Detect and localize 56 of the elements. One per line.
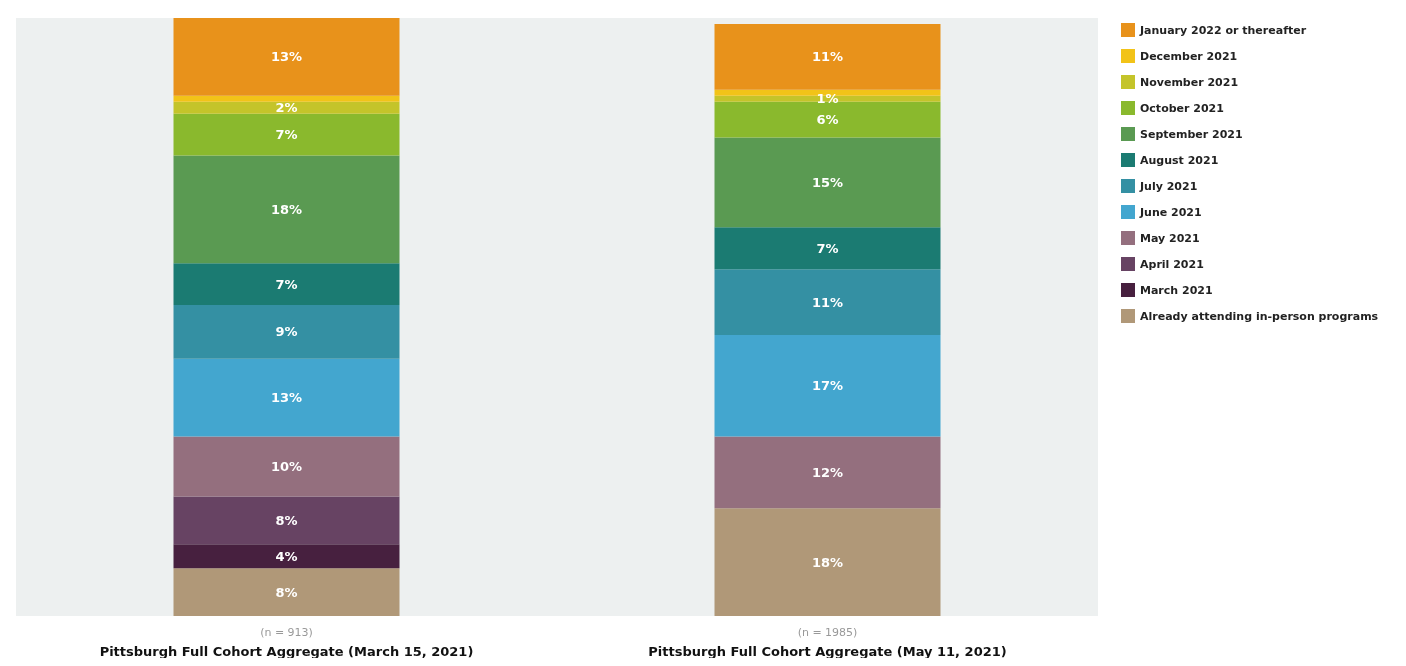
data-label: 7%	[275, 127, 298, 143]
bar	[714, 269, 941, 335]
legend-label: September 2021	[1140, 127, 1243, 141]
x-tick-label: (n = 1985) Pittsburgh Full Cohort Aggregate (May 11, 2021)	[648, 625, 1007, 659]
bar	[173, 95, 400, 102]
bar	[173, 113, 400, 156]
bar	[714, 23, 941, 90]
bar	[173, 305, 400, 359]
bar	[173, 436, 400, 497]
bar	[173, 155, 400, 264]
data-label: 18%	[811, 554, 844, 570]
bar	[714, 89, 941, 96]
legend-label: March 2021	[1140, 283, 1213, 297]
data-label: 18%	[270, 201, 303, 217]
legend-label: January 2022 or thereafter	[1139, 23, 1307, 37]
bar	[714, 137, 941, 228]
data-label: 13%	[270, 390, 303, 406]
bar	[714, 101, 941, 138]
data-label: 6%	[816, 112, 839, 128]
bar	[173, 496, 400, 545]
legend-label: Already attending in-person programs	[1140, 309, 1379, 323]
data-label: 11%	[811, 49, 844, 65]
data-label: 8%	[275, 512, 298, 528]
legend-label: May 2021	[1140, 231, 1200, 245]
data-label: 15%	[811, 174, 844, 190]
data-label: 17%	[811, 378, 844, 394]
data-label: 12%	[811, 464, 844, 480]
legend-label: October 2021	[1140, 101, 1224, 115]
data-label: 1%	[816, 91, 839, 107]
data-label: 7%	[275, 276, 298, 292]
bar	[173, 263, 400, 306]
data-label: 11%	[811, 294, 844, 310]
legend-label: April 2021	[1140, 257, 1204, 271]
bar	[173, 18, 400, 96]
bar	[173, 544, 400, 569]
bar	[714, 227, 941, 270]
data-label: 7%	[816, 240, 839, 256]
bar	[714, 508, 941, 616]
bar	[714, 436, 941, 509]
bar	[173, 568, 400, 616]
legend-label: December 2021	[1140, 49, 1238, 63]
bar	[173, 101, 400, 114]
data-label: 10%	[270, 459, 303, 474]
data-label: 13%	[270, 49, 303, 65]
bar	[173, 358, 400, 437]
data-label: 9%	[275, 324, 298, 340]
data-label: 4%	[275, 548, 298, 564]
x-tick-label: (n = 913) Pittsburgh Full Cohort Aggregate (March 15, 2021)	[99, 625, 474, 659]
legend-label: August 2021	[1140, 153, 1219, 167]
bar	[714, 95, 941, 102]
data-label: 8%	[275, 584, 298, 600]
bar	[714, 334, 941, 437]
legend-label: June 2021	[1139, 205, 1202, 219]
legend-label: November 2021	[1140, 75, 1239, 89]
data-label: 2%	[275, 100, 298, 116]
legend-label: July 2021	[1139, 179, 1198, 193]
